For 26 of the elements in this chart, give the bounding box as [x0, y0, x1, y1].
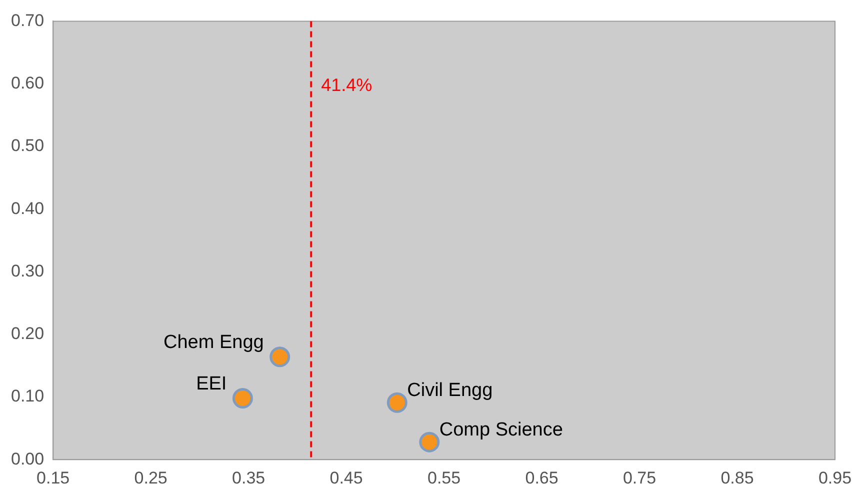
- y-tick-label: 0.40: [10, 198, 44, 218]
- point: [270, 346, 290, 368]
- x-tick-label: 0.25: [134, 468, 168, 488]
- y-tick-label: 0.60: [10, 74, 44, 93]
- x-tick-label: 0.85: [720, 468, 754, 488]
- x-tick-label: 0.15: [36, 468, 70, 488]
- ref-line-label: 41.4%: [321, 75, 372, 96]
- point: [419, 432, 440, 452]
- y-tick-label: 0.30: [10, 261, 44, 280]
- x-tick-label: 0.95: [818, 468, 852, 488]
- x-tick-label: 0.65: [525, 468, 558, 488]
- annotation: Comp Science: [439, 419, 563, 440]
- point: [386, 392, 408, 413]
- annotation: Civil Engg: [407, 380, 493, 401]
- y-tick-label: 0.50: [10, 136, 44, 156]
- y-tick-label: 0.10: [10, 386, 44, 406]
- y-tick-label: 0.20: [10, 324, 44, 344]
- x-tick-label: 0.75: [622, 468, 656, 488]
- x-tick-label: 0.35: [232, 468, 266, 488]
- point: [232, 388, 253, 408]
- annotation: EEI: [196, 373, 227, 394]
- y-tick-label: 0.70: [10, 10, 44, 30]
- x-tick-label: 0.45: [330, 468, 363, 488]
- annotation: Chem Engg: [164, 332, 264, 354]
- x-tick-label: 0.55: [427, 468, 461, 488]
- y-tick-label: 0.00: [10, 449, 44, 468]
